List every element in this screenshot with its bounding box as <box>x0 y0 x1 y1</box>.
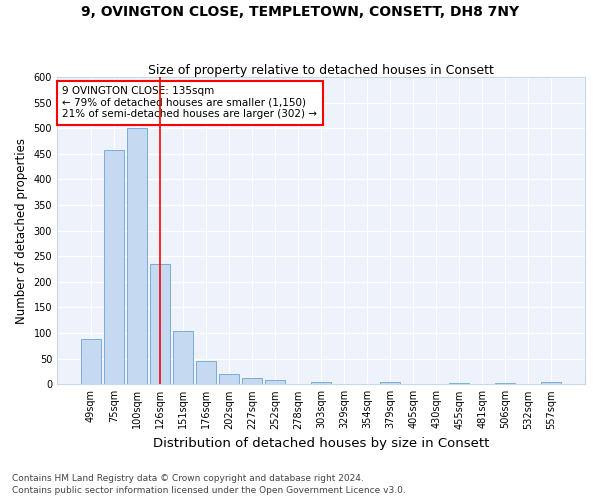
Bar <box>104 150 124 384</box>
Bar <box>173 330 193 384</box>
Text: Contains HM Land Registry data © Crown copyright and database right 2024.
Contai: Contains HM Land Registry data © Crown c… <box>12 474 406 495</box>
Bar <box>150 264 170 384</box>
X-axis label: Distribution of detached houses by size in Consett: Distribution of detached houses by size … <box>153 437 489 450</box>
Bar <box>242 378 262 384</box>
Bar <box>311 382 331 384</box>
Bar <box>219 374 239 384</box>
Y-axis label: Number of detached properties: Number of detached properties <box>15 138 28 324</box>
Title: Size of property relative to detached houses in Consett: Size of property relative to detached ho… <box>148 64 494 77</box>
Bar <box>449 383 469 384</box>
Bar <box>380 382 400 384</box>
Text: 9 OVINGTON CLOSE: 135sqm
← 79% of detached houses are smaller (1,150)
21% of sem: 9 OVINGTON CLOSE: 135sqm ← 79% of detach… <box>62 86 317 120</box>
Text: 9, OVINGTON CLOSE, TEMPLETOWN, CONSETT, DH8 7NY: 9, OVINGTON CLOSE, TEMPLETOWN, CONSETT, … <box>81 5 519 19</box>
Bar <box>496 383 515 384</box>
Bar <box>265 380 285 384</box>
Bar <box>127 128 146 384</box>
Bar <box>196 360 216 384</box>
Bar <box>541 382 561 384</box>
Bar <box>81 339 101 384</box>
